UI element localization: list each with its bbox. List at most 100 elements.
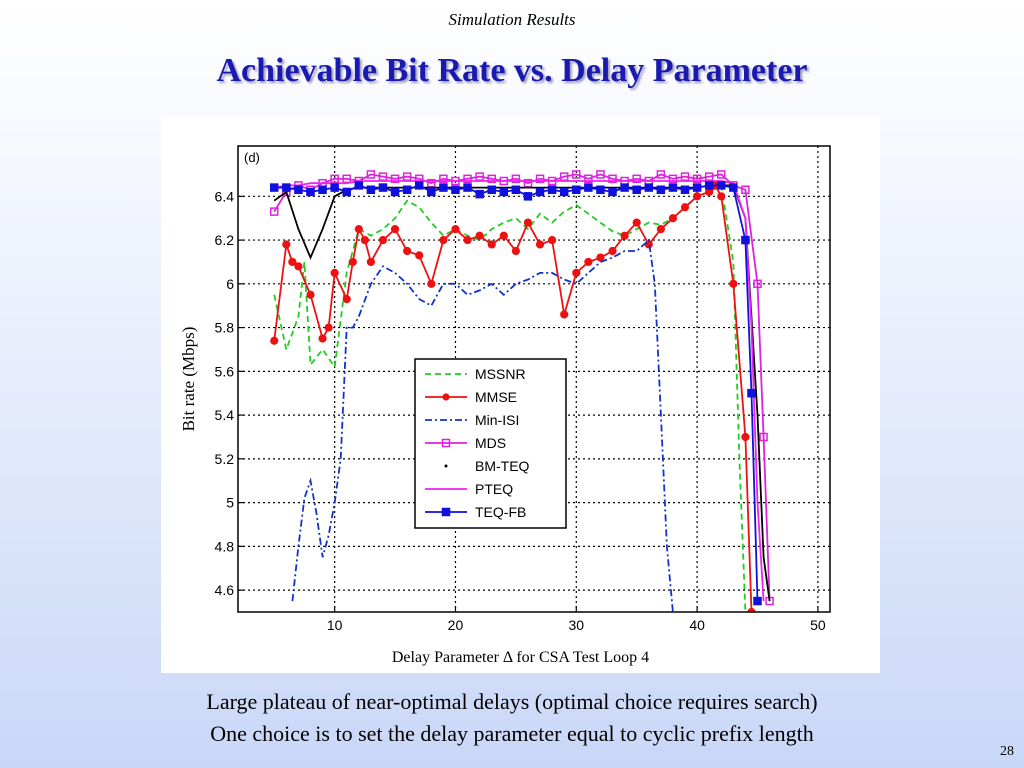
- data-point-mmse: [270, 336, 279, 345]
- series-group: [269, 170, 774, 612]
- data-point-mmse: [693, 192, 702, 201]
- data-point-mds: [759, 432, 768, 442]
- data-point-mmse: [487, 240, 496, 249]
- data-point-mds: [535, 174, 545, 184]
- y-tick-label: 6: [226, 276, 234, 292]
- data-point-teq-fb: [729, 183, 738, 192]
- y-axis-label: Bit rate (Mbps): [179, 327, 198, 432]
- data-point-mmse: [620, 231, 629, 240]
- data-point-mmse: [535, 240, 545, 249]
- legend-label: MSSNR: [475, 366, 526, 382]
- data-point-mmse: [403, 246, 412, 256]
- figure-panel: 10 20 30 40 50 4.6 4.8 5 5.2 5.4 5.6 5.8 6 6.2 6.4 Bit …: [161, 116, 880, 673]
- data-point-mds: [463, 174, 472, 184]
- data-point-mmse: [378, 235, 388, 245]
- data-point-mmse: [717, 192, 726, 201]
- data-point-mmse: [415, 251, 424, 260]
- data-point-mmse: [511, 246, 520, 256]
- data-point-mmse: [475, 231, 484, 240]
- bullet-item: Large plateau of near-optimal delays (op…: [206, 689, 818, 714]
- data-point-teq-fb: [366, 185, 376, 195]
- data-point-teq-fb: [475, 189, 484, 199]
- data-point-mmse: [656, 225, 665, 234]
- x-tick-label: 10: [327, 617, 343, 633]
- y-tick-label: 4.6: [215, 582, 235, 598]
- data-point-teq-fb: [523, 192, 533, 201]
- data-point-teq-fb: [547, 185, 557, 195]
- data-point-mmse: [366, 257, 375, 267]
- data-point-teq-fb: [427, 187, 436, 197]
- data-point-mmse: [608, 246, 617, 256]
- data-point-mds: [390, 174, 400, 184]
- slide-number: 28: [1000, 744, 1014, 759]
- data-point-mds: [753, 279, 762, 289]
- data-point-teq-fb: [704, 181, 714, 190]
- data-point-teq-fb: [511, 185, 521, 195]
- data-point-mmse: [560, 310, 569, 319]
- panel-label: (d): [244, 150, 260, 165]
- data-point-teq-fb: [620, 183, 629, 192]
- data-point-teq-fb: [330, 183, 339, 192]
- data-point-teq-fb: [342, 187, 351, 197]
- data-point-mmse: [427, 279, 436, 288]
- legend-label: BM-TEQ: [475, 458, 530, 474]
- legend-label: MMSE: [475, 389, 517, 405]
- data-point-mds: [717, 170, 726, 179]
- data-point-mmse: [572, 268, 581, 277]
- data-point-teq-fb: [463, 183, 472, 192]
- data-point-teq-fb: [294, 185, 303, 195]
- data-point-teq-fb: [559, 187, 569, 197]
- data-point-teq-fb: [414, 181, 424, 190]
- data-point-teq-fb: [378, 183, 388, 192]
- data-point-teq-fb: [451, 185, 460, 195]
- data-point-mds: [439, 174, 448, 184]
- data-point-mds: [668, 174, 678, 184]
- figure-caption: Delay Parameter Δ for CSA Test Loop 4: [391, 649, 650, 666]
- data-point-teq-fb: [741, 235, 750, 245]
- data-point-mds: [596, 170, 605, 179]
- data-point-mds: [427, 178, 436, 188]
- bit-rate-chart: 10 20 30 40 50 4.6 4.8 5 5.2 5.4 5.6 5.8 6 6.2 6.4 Bit …: [179, 145, 831, 633]
- legend-marker: [441, 438, 451, 448]
- data-point-mmse: [729, 279, 738, 288]
- y-tick-label: 6.4: [215, 188, 235, 204]
- data-point-mmse: [596, 253, 605, 262]
- data-point-mds: [572, 170, 581, 179]
- data-point-mmse: [354, 225, 363, 234]
- data-point-mmse: [741, 432, 750, 442]
- data-point-teq-fb: [644, 183, 654, 192]
- legend-label: Min-ISI: [475, 412, 519, 428]
- data-point-teq-fb: [282, 183, 291, 192]
- data-point-teq-fb: [608, 187, 617, 197]
- data-point-mds: [608, 174, 617, 184]
- data-point-teq-fb: [535, 187, 545, 197]
- data-point-mmse: [294, 262, 303, 271]
- data-point-mds: [632, 174, 641, 184]
- data-point-teq-fb: [439, 183, 448, 192]
- data-point-mmse: [288, 257, 297, 267]
- data-point-mds: [487, 174, 496, 184]
- y-tick-label: 5.2: [215, 451, 235, 467]
- bullet-list: Large plateau of near-optimal delays (op…: [0, 686, 1024, 750]
- data-point-mmse: [668, 214, 678, 223]
- data-point-mmse: [360, 235, 369, 245]
- data-point-mds: [692, 174, 702, 184]
- x-tick-label: 40: [689, 617, 705, 633]
- data-point-mmse: [439, 235, 448, 245]
- data-point-mmse: [632, 218, 641, 227]
- data-point-teq-fb: [499, 187, 509, 197]
- data-point-teq-fb: [668, 183, 678, 192]
- bullet-item: One choice is to set the delay parameter…: [210, 721, 814, 746]
- data-point-mmse: [324, 323, 333, 332]
- series-line-pteq: [274, 180, 765, 602]
- data-point-teq-fb: [680, 185, 690, 195]
- data-point-teq-fb: [717, 181, 726, 190]
- y-tick-label: 4.8: [215, 538, 235, 554]
- data-point-teq-fb: [318, 185, 327, 195]
- data-point-teq-fb: [402, 185, 412, 195]
- data-point-mmse: [330, 268, 339, 277]
- legend-label: TEQ-FB: [475, 504, 526, 520]
- data-point-mds: [366, 170, 376, 179]
- data-point-teq-fb: [572, 185, 581, 195]
- data-point-mmse: [342, 295, 351, 304]
